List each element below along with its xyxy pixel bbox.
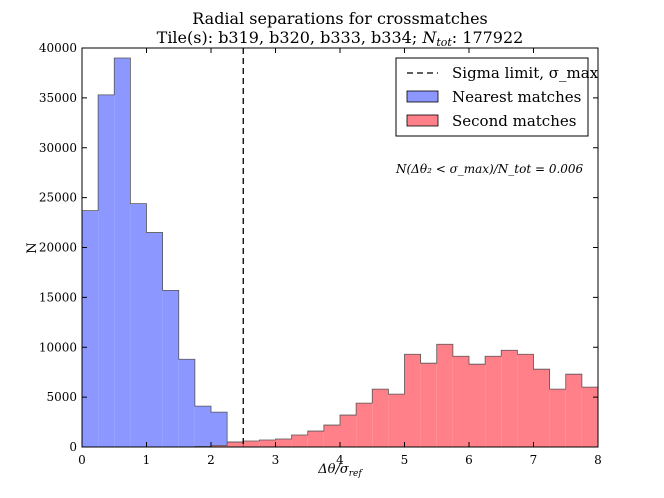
second-bar xyxy=(469,364,486,447)
second-bar xyxy=(259,440,276,447)
nearest-bar xyxy=(146,232,163,447)
legend: Sigma limit, σ_max Nearest matches Secon… xyxy=(395,57,599,137)
y-tick-label: 20000 xyxy=(39,241,77,255)
legend-sigma-label: Sigma limit, σ_max xyxy=(452,64,599,82)
y-axis-label: N xyxy=(25,242,40,253)
chart-title: Radial separations for crossmatches xyxy=(192,9,488,28)
y-tick-label: 5000 xyxy=(46,390,77,404)
x-tick-label: 6 xyxy=(465,453,473,467)
nearest-bar xyxy=(194,406,211,447)
y-tick-label: 15000 xyxy=(39,290,77,304)
second-bar xyxy=(549,389,566,447)
chart-subtitle: Tile(s): b319, b320, b333, b334; Ntot: 1… xyxy=(157,28,524,49)
nearest-bar xyxy=(211,412,228,447)
second-bar xyxy=(243,441,260,447)
x-tick-label: 1 xyxy=(143,453,151,467)
second-bar xyxy=(275,439,292,447)
second-bar xyxy=(452,356,469,447)
nearest-matches-bars xyxy=(82,57,244,447)
second-bar xyxy=(420,363,437,447)
second-bar xyxy=(323,425,340,447)
second-bar xyxy=(291,435,308,447)
second-bar xyxy=(565,374,582,447)
second-bar xyxy=(388,394,405,447)
nearest-bar xyxy=(114,57,131,447)
x-tick-label: 7 xyxy=(530,453,538,467)
second-bar xyxy=(517,354,534,447)
legend-second-swatch xyxy=(406,114,439,127)
second-bar xyxy=(211,445,228,447)
ratio-annotation: N(Δθ₂ < σ_max)/N_tot = 0.006 xyxy=(395,162,584,176)
x-axis-ticks: 0 1 2 3 4 5 6 7 8 xyxy=(78,48,602,467)
legend-nearest-label: Nearest matches xyxy=(452,88,581,106)
legend-second-label: Second matches xyxy=(452,112,576,130)
second-bar xyxy=(533,369,550,447)
second-bar xyxy=(501,350,518,447)
second-bar xyxy=(485,356,502,447)
x-tick-label: 4 xyxy=(336,453,344,467)
second-bar xyxy=(436,344,453,447)
nearest-bar xyxy=(178,359,195,447)
y-tick-label: 30000 xyxy=(39,141,77,155)
nearest-bar xyxy=(98,94,115,447)
nearest-bar xyxy=(82,210,99,447)
x-tick-label: 0 xyxy=(78,453,86,467)
x-tick-label: 8 xyxy=(594,453,602,467)
second-bar xyxy=(340,415,357,447)
second-matches-bars xyxy=(194,344,598,447)
y-tick-label: 40000 xyxy=(39,41,77,55)
second-bar xyxy=(307,431,324,447)
second-bar xyxy=(227,442,244,447)
nearest-bar xyxy=(130,203,147,447)
x-axis-label: Δθ/σref xyxy=(317,462,363,479)
x-tick-label: 5 xyxy=(401,453,409,467)
second-bar xyxy=(372,389,389,447)
nearest-bar xyxy=(162,290,179,447)
legend-nearest-swatch xyxy=(406,90,439,103)
y-tick-label: 0 xyxy=(69,440,77,454)
second-bar xyxy=(356,403,373,447)
y-tick-label: 35000 xyxy=(39,91,77,105)
y-tick-label: 10000 xyxy=(39,340,77,354)
x-tick-label: 3 xyxy=(272,453,280,467)
second-bar xyxy=(581,387,598,447)
second-bar xyxy=(404,354,421,447)
x-tick-label: 2 xyxy=(207,453,215,467)
y-axis-ticks: 0 5000 10000 15000 20000 25000 30000 35000 40000 xyxy=(39,41,598,454)
y-tick-label: 25000 xyxy=(39,191,77,205)
